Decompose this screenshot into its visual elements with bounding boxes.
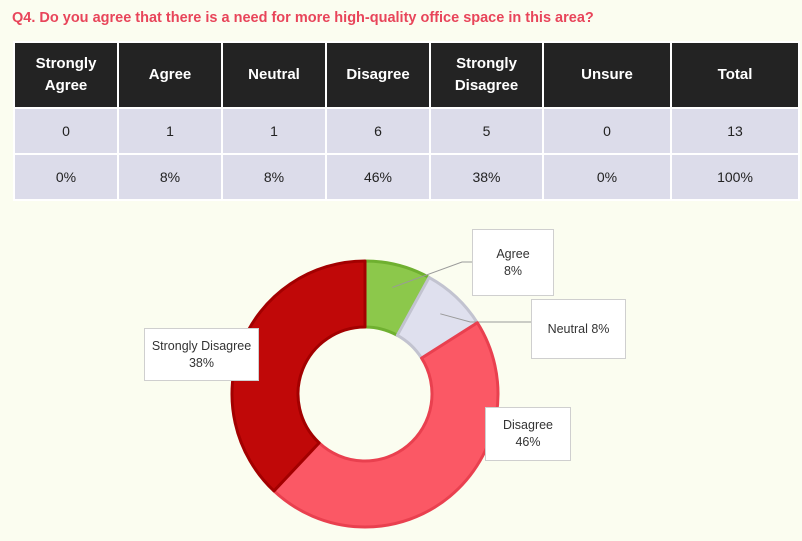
percent-cell: 8% xyxy=(221,153,327,201)
leader-line-neutral xyxy=(440,313,531,323)
percent-cell: 0% xyxy=(13,153,119,201)
percent-cell: 100% xyxy=(670,153,800,201)
callout-neutral: Neutral 8% xyxy=(531,299,626,359)
header-disagree: Disagree xyxy=(325,41,431,109)
header-row: Strongly Agree Agree Neutral Disagree St… xyxy=(13,41,800,109)
callout-agree: Agree 8% xyxy=(472,229,554,296)
percent-row: 0% 8% 8% 46% 38% 0% 100% xyxy=(13,153,800,201)
header-unsure: Unsure xyxy=(542,41,672,109)
count-cell: 0 xyxy=(13,107,119,155)
question-title: Q4. Do you agree that there is a need fo… xyxy=(12,10,594,26)
count-row: 0 1 1 6 5 0 13 xyxy=(13,107,800,155)
percent-cell: 0% xyxy=(542,153,672,201)
slice-disagree xyxy=(272,321,500,529)
count-cell: 6 xyxy=(325,107,431,155)
header-strongly-disagree: Strongly Disagree xyxy=(429,41,544,109)
slice-neutral xyxy=(395,275,479,360)
callout-disagree: Disagree 46% xyxy=(485,407,571,461)
count-cell: 5 xyxy=(429,107,544,155)
leader-line-agree xyxy=(392,261,472,288)
percent-cell: 38% xyxy=(429,153,544,201)
header-agree: Agree xyxy=(117,41,223,109)
percent-cell: 8% xyxy=(117,153,223,201)
count-cell: 1 xyxy=(117,107,223,155)
count-cell: 13 xyxy=(670,107,800,155)
header-total: Total xyxy=(670,41,800,109)
count-cell: 1 xyxy=(221,107,327,155)
header-strongly-agree: Strongly Agree xyxy=(13,41,119,109)
header-neutral: Neutral xyxy=(221,41,327,109)
results-table: Strongly Agree Agree Neutral Disagree St… xyxy=(13,41,800,201)
callout-strongly-disagree: Strongly Disagree 38% xyxy=(144,328,259,381)
slice-agree xyxy=(363,259,431,337)
count-cell: 0 xyxy=(542,107,672,155)
percent-cell: 46% xyxy=(325,153,431,201)
